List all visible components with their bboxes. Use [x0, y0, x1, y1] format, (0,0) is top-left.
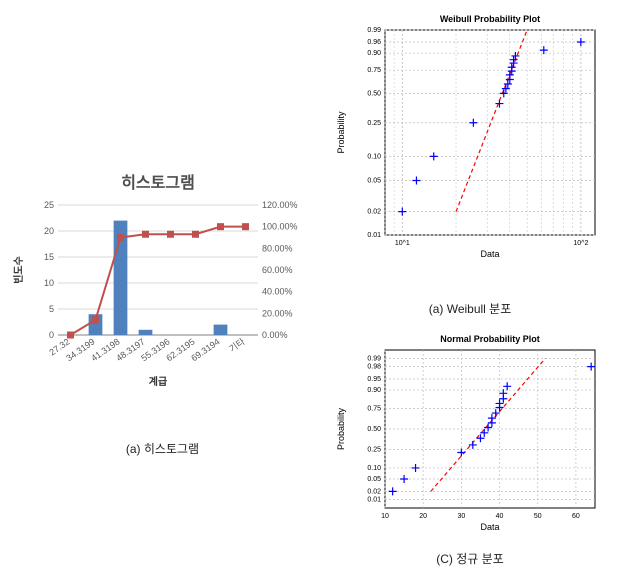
svg-text:0.90: 0.90 [367, 50, 381, 57]
probplot-point [389, 487, 397, 495]
svg-text:0.50: 0.50 [367, 426, 381, 433]
probplot-point [506, 71, 514, 79]
svg-text:20: 20 [44, 226, 54, 236]
weibull-panel: Weibull Probability Plot 0.01 0.02 0.05 0.10… [330, 10, 610, 265]
probplot-point [499, 389, 507, 397]
normal-caption: (C) 정규 분포 [330, 550, 610, 567]
probplot-point [492, 409, 500, 417]
normal-svg: Normal Probability Plot 0.01 0.02 0.05 0.10 0… [330, 330, 610, 545]
svg-text:10: 10 [381, 513, 389, 520]
svg-text:30: 30 [457, 513, 465, 520]
svg-text:0.50: 0.50 [367, 90, 381, 97]
svg-text:40: 40 [496, 513, 504, 520]
probplot-ylabel: Probability [336, 407, 346, 450]
histogram-ylabel: 빈도수 [12, 256, 25, 284]
svg-text:0.00%: 0.00% [262, 330, 288, 340]
histogram-marker [242, 223, 249, 230]
probplot-ylabel: Probability [336, 111, 346, 154]
histogram-marker [217, 223, 224, 230]
svg-text:0.02: 0.02 [367, 488, 381, 495]
svg-text:0.25: 0.25 [367, 446, 381, 453]
probplot-xlabel: Data [480, 249, 499, 259]
probplot-point [577, 38, 585, 46]
histogram-marker [192, 231, 199, 238]
svg-text:100.00%: 100.00% [262, 222, 298, 232]
svg-text:15: 15 [44, 252, 54, 262]
svg-text:0.99: 0.99 [367, 27, 381, 34]
probplot-point [503, 382, 511, 390]
svg-text:0.05: 0.05 [367, 476, 381, 483]
svg-text:0.75: 0.75 [367, 406, 381, 413]
histogram-marker [142, 231, 149, 238]
svg-text:10^2: 10^2 [573, 240, 588, 247]
svg-text:20: 20 [419, 513, 427, 520]
histogram-caption-text: (a) 히스토그램 [126, 442, 199, 456]
probplot-point [400, 475, 408, 483]
probplot-fit-line [456, 30, 527, 212]
probplot-point [476, 434, 484, 442]
svg-text:0.98: 0.98 [367, 364, 381, 371]
histogram-xlabel: 계급 [149, 375, 167, 388]
svg-text:25: 25 [44, 200, 54, 210]
svg-text:0.96: 0.96 [367, 39, 381, 46]
svg-text:60: 60 [572, 513, 580, 520]
probplot-point [488, 414, 496, 422]
svg-text:0.75: 0.75 [367, 67, 381, 74]
svg-text:0.90: 0.90 [367, 387, 381, 394]
svg-text:10^1: 10^1 [395, 240, 410, 247]
svg-text:0.01: 0.01 [367, 232, 381, 239]
probplot-point [469, 119, 477, 127]
histogram-svg: 히스토그램 0 5 10 15 20 25 0.00% 20.00% 40.00% 60.00% 80… [10, 170, 315, 430]
page: { "layout": { "page_width": 621, "page_h… [0, 0, 621, 571]
probplot-point [412, 176, 420, 184]
svg-text:60.00%: 60.00% [262, 265, 293, 275]
svg-text:0.01: 0.01 [367, 497, 381, 504]
svg-text:0.25: 0.25 [367, 120, 381, 127]
probplot-point [480, 429, 488, 437]
probplot-point [587, 363, 595, 371]
histogram-marker [92, 316, 99, 323]
svg-text:0.10: 0.10 [367, 153, 381, 160]
svg-text:기타: 기타 [227, 336, 247, 354]
svg-text:40.00%: 40.00% [262, 287, 293, 297]
svg-text:0.05: 0.05 [367, 177, 381, 184]
probplot-point [500, 89, 508, 97]
histogram-panel: 히스토그램 0 5 10 15 20 25 0.00% 20.00% 40.00% 60.00% 80… [10, 170, 315, 450]
probplot-point [412, 464, 420, 472]
svg-text:0.02: 0.02 [367, 209, 381, 216]
weibull-caption: (a) Weibull 분포 [330, 300, 610, 317]
svg-text:50: 50 [534, 513, 542, 520]
svg-text:80.00%: 80.00% [262, 243, 293, 253]
svg-text:10: 10 [44, 278, 54, 288]
probplot-xlabel: Data [480, 522, 499, 532]
histogram-bar [139, 330, 153, 335]
svg-text:0.95: 0.95 [367, 376, 381, 383]
probplot-title: Weibull Probability Plot [440, 14, 540, 24]
probplot-title: Normal Probability Plot [440, 334, 540, 344]
histogram-marker [167, 231, 174, 238]
normal-caption-text: (C) 정규 분포 [436, 552, 504, 566]
weibull-caption-text: (a) Weibull 분포 [429, 302, 512, 316]
probplot-point [484, 423, 492, 431]
probplot-point [469, 441, 477, 449]
histogram-bar [214, 325, 228, 335]
svg-text:69.3194: 69.3194 [189, 336, 221, 363]
svg-text:5: 5 [49, 304, 54, 314]
svg-text:0.99: 0.99 [367, 355, 381, 362]
histogram-marker [117, 234, 124, 241]
svg-text:20.00%: 20.00% [262, 308, 293, 318]
svg-text:0.10: 0.10 [367, 465, 381, 472]
svg-text:120.00%: 120.00% [262, 200, 298, 210]
probplot-point [430, 152, 438, 160]
svg-text:0: 0 [49, 330, 54, 340]
histogram-caption: (a) 히스토그램 [10, 440, 315, 457]
histogram-marker [67, 332, 74, 339]
histogram-title: 히스토그램 [121, 173, 195, 192]
normal-panel: Normal Probability Plot 0.01 0.02 0.05 0.10 0… [330, 330, 610, 545]
probplot-point [398, 208, 406, 216]
weibull-svg: Weibull Probability Plot 0.01 0.02 0.05 0.10… [330, 10, 610, 265]
probplot-point [496, 399, 504, 407]
